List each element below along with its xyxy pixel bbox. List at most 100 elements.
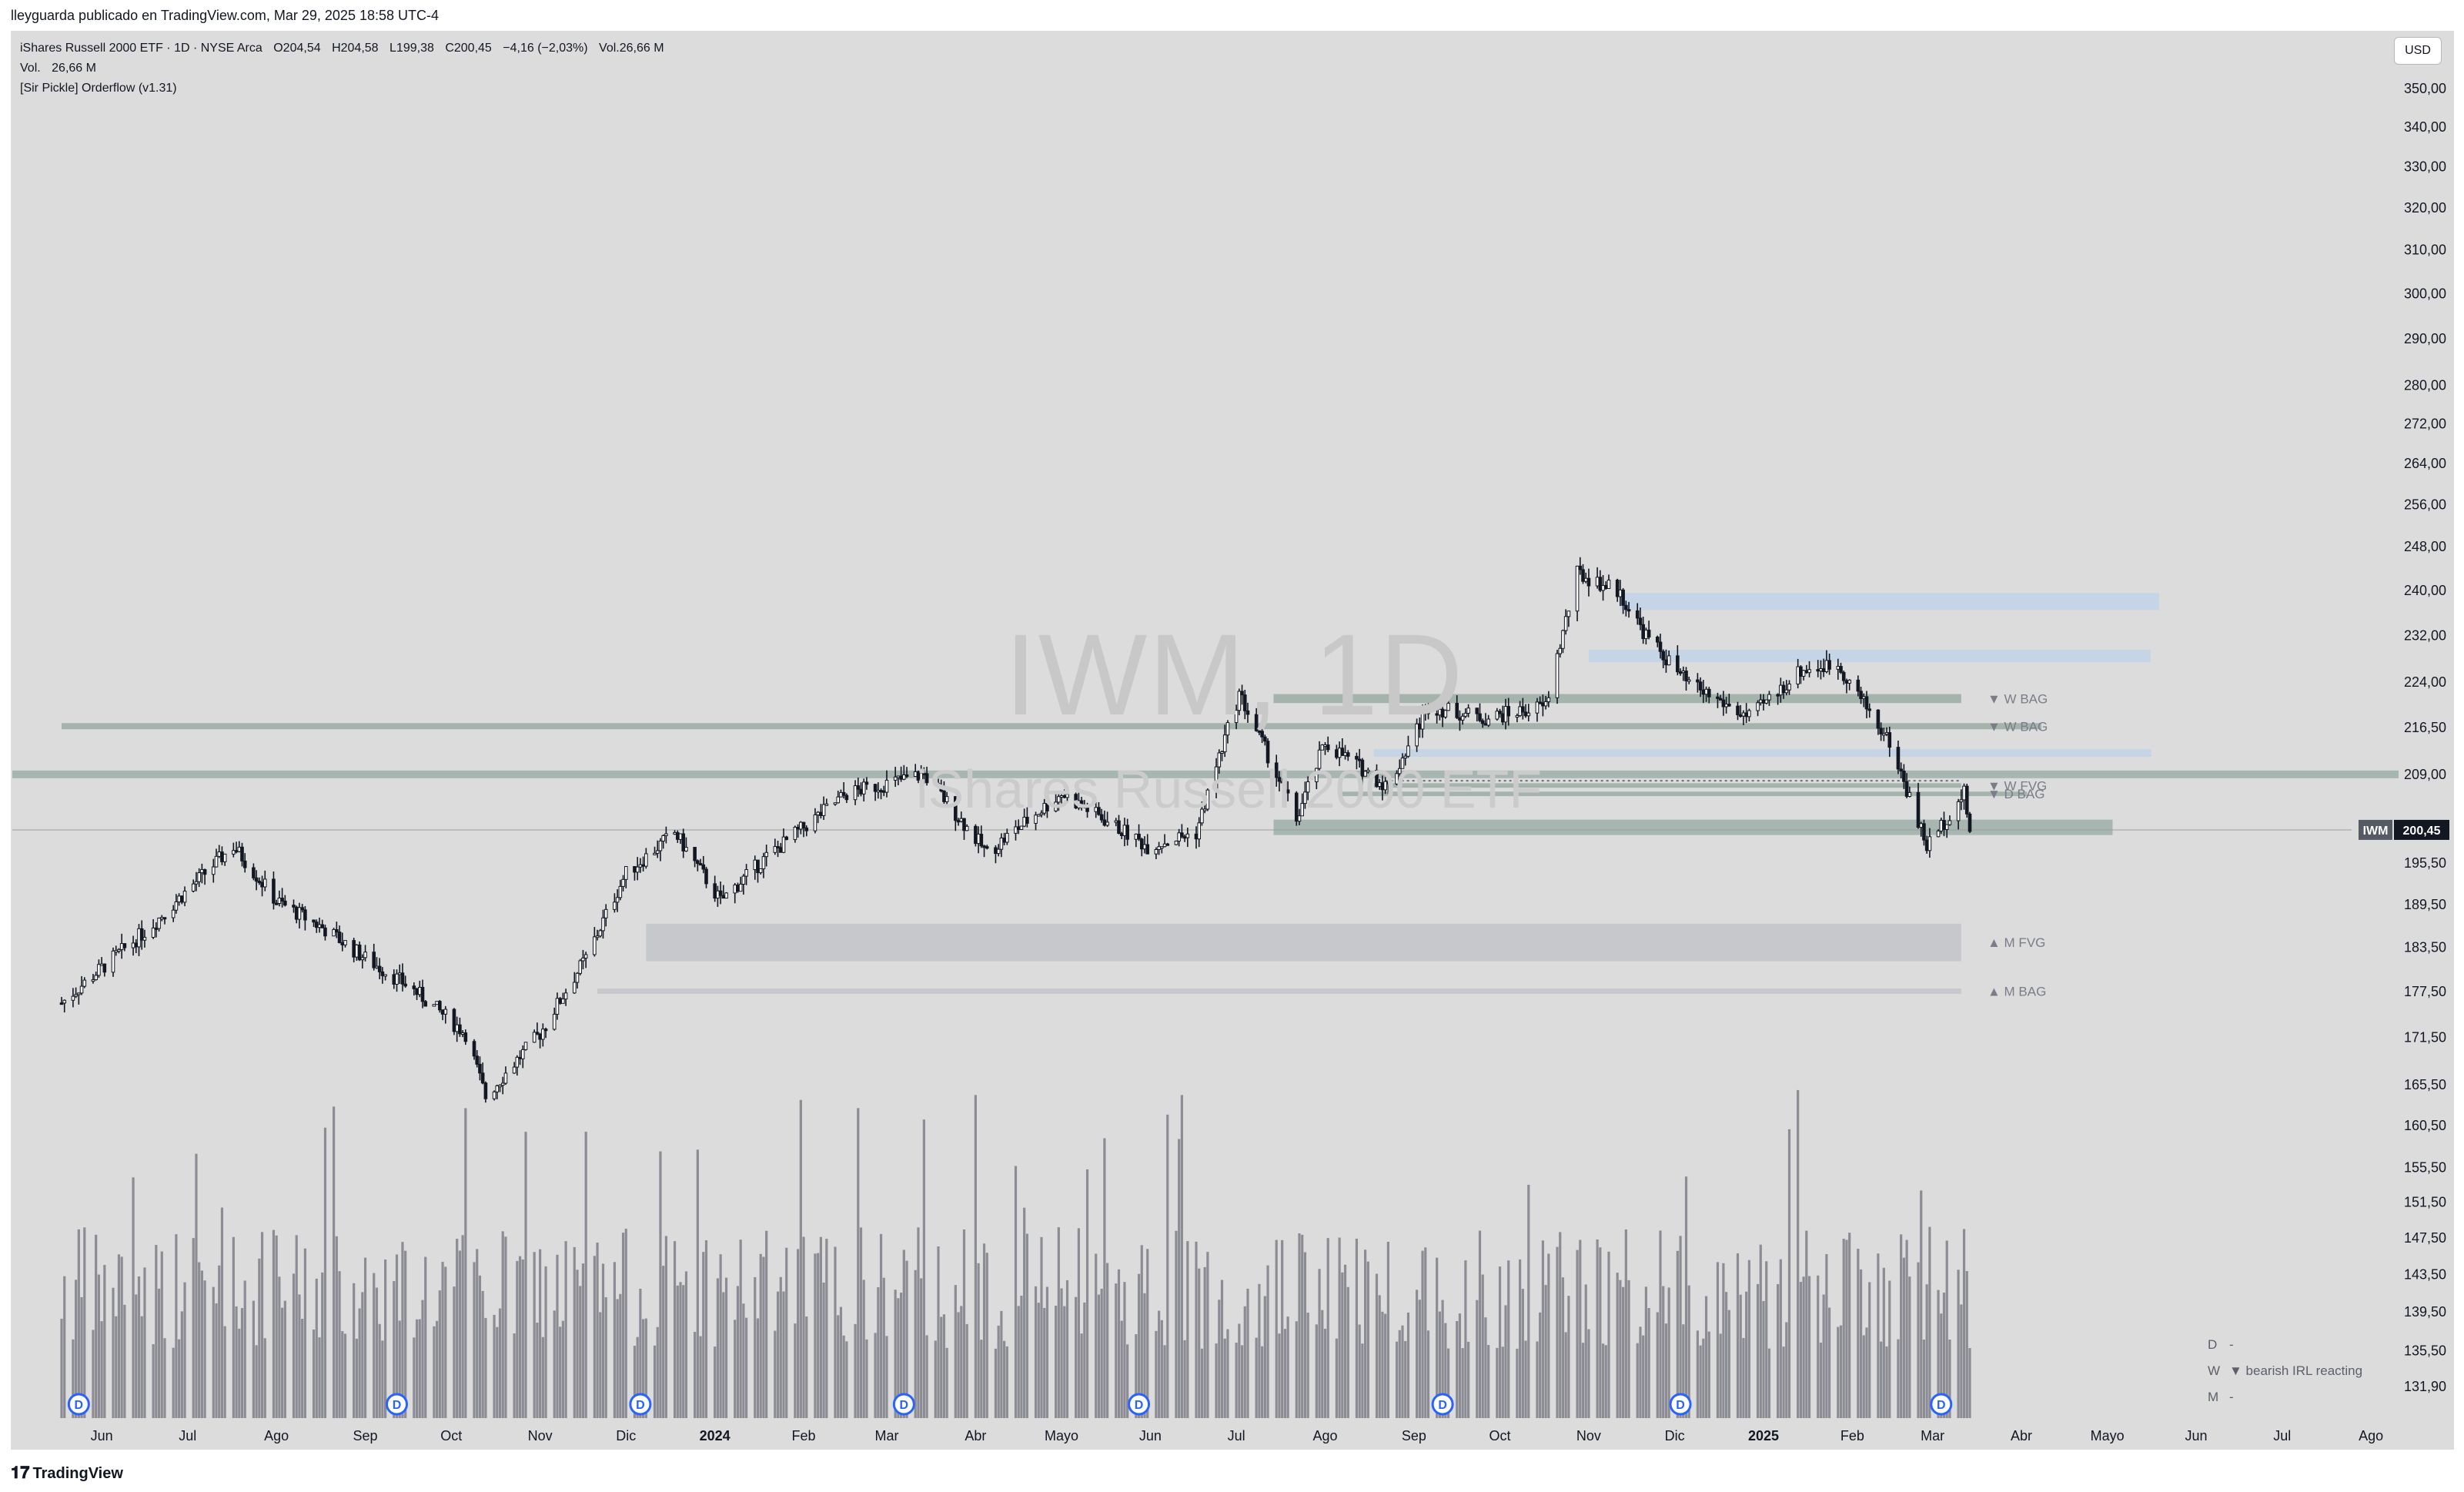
candle-body xyxy=(974,825,978,845)
volume-bar xyxy=(659,1151,662,1418)
legend-indicator[interactable]: [Sir Pickle] Orderflow (v1.31) xyxy=(20,82,177,95)
x-tick-label: Jul xyxy=(2273,1428,2291,1443)
candle-body xyxy=(796,826,800,830)
candle-body xyxy=(1821,668,1826,672)
volume-bar xyxy=(794,1323,797,1418)
candle-body xyxy=(1306,781,1310,793)
volume-bar xyxy=(1095,1253,1098,1418)
candle-body xyxy=(274,902,279,905)
volume-bar xyxy=(1902,1257,1905,1418)
volume-bar xyxy=(77,1229,80,1418)
volume-bar xyxy=(877,1287,880,1418)
candle-body xyxy=(1242,694,1247,711)
candle-body xyxy=(1603,584,1608,589)
volume-bar xyxy=(1676,1250,1679,1418)
candle-body xyxy=(1297,815,1302,822)
volume-bar xyxy=(1186,1241,1189,1418)
chart-area[interactable] xyxy=(11,31,2454,1450)
volume-bar xyxy=(1077,1228,1080,1418)
volume-bar xyxy=(779,1276,782,1418)
candle-body xyxy=(864,781,869,785)
candle-body xyxy=(543,1029,548,1032)
candle-body xyxy=(733,885,737,894)
y-tick-label: 280,00 xyxy=(2404,378,2446,393)
watermark-name: iShares Russell 2000 ETF xyxy=(916,759,1543,819)
volume-bar xyxy=(1025,1233,1028,1418)
candle-body xyxy=(693,847,697,861)
volume-bar xyxy=(498,1308,502,1418)
dividend-marker-icon xyxy=(892,1393,915,1416)
x-tick-label: Abr xyxy=(965,1428,986,1443)
candle-body xyxy=(824,803,829,806)
candle-body xyxy=(615,897,620,903)
zone-band xyxy=(646,923,1961,962)
volume-bar xyxy=(75,1280,78,1418)
candle-body xyxy=(598,930,603,937)
candle-body xyxy=(260,881,264,888)
volume-bar xyxy=(1564,1332,1567,1418)
zone-label: ▲ M BAG xyxy=(1988,985,2046,999)
volume-bar xyxy=(212,1286,215,1418)
candle-body xyxy=(1220,751,1224,754)
footer-brand[interactable]: 𝟏𝟕 TradingView xyxy=(11,1463,123,1483)
candle-body xyxy=(1716,696,1720,699)
volume-bar xyxy=(879,1233,883,1418)
candle-body xyxy=(1326,744,1330,751)
volume-bar xyxy=(616,1299,619,1418)
candle-body xyxy=(538,1033,542,1040)
candle-body xyxy=(1566,611,1571,617)
candle-body xyxy=(1383,781,1387,791)
candle-body xyxy=(638,864,643,868)
volume-bar xyxy=(1647,1308,1650,1418)
candle-body xyxy=(1157,846,1161,850)
candle-body xyxy=(1360,759,1365,777)
volume-bar xyxy=(1725,1292,1728,1418)
y-tick-label: 264,00 xyxy=(2404,456,2446,471)
volume-bar xyxy=(1175,1230,1178,1418)
volume-bar xyxy=(252,1300,255,1418)
footer-brand-text: TradingView xyxy=(32,1465,123,1482)
dividend-marker-icon xyxy=(1431,1393,1454,1416)
candle-body xyxy=(131,942,135,948)
currency-button[interactable]: USD xyxy=(2394,37,2442,65)
volume-bar xyxy=(1787,1129,1791,1418)
candle-body xyxy=(1884,732,1889,735)
volume-bar xyxy=(1438,1311,1441,1418)
volume-bar xyxy=(664,1236,667,1418)
volume-bar xyxy=(421,1300,424,1418)
candle-body xyxy=(1363,771,1367,777)
volume-bar xyxy=(653,1345,657,1418)
volume-bar xyxy=(1559,1232,1562,1418)
candle-body xyxy=(1944,824,1949,830)
x-tick-label: Mayo xyxy=(2091,1428,2125,1443)
candle-body xyxy=(1598,577,1603,591)
candle-body xyxy=(1446,702,1450,711)
volume-bar xyxy=(1547,1253,1550,1418)
candle-body xyxy=(139,928,144,941)
volume-bar xyxy=(353,1283,356,1418)
volume-bar xyxy=(1055,1305,1058,1418)
volume-bar xyxy=(1123,1282,1126,1418)
volume-bar xyxy=(1160,1320,1163,1418)
volume-bar xyxy=(1536,1341,1539,1418)
candle-body xyxy=(1154,848,1158,855)
candle-body xyxy=(721,895,726,899)
volume-bar xyxy=(785,1247,788,1418)
zone-label: ▼ D BAG xyxy=(1988,787,2044,801)
candle-body xyxy=(314,922,319,928)
volume-bar xyxy=(355,1338,358,1418)
legend-vol: Vol. 26,66 M xyxy=(20,62,104,75)
candle-body xyxy=(899,775,903,780)
candle-body xyxy=(323,927,327,937)
volume-bar xyxy=(1696,1330,1699,1418)
volume-bar xyxy=(375,1287,379,1418)
candle-body xyxy=(1180,832,1184,838)
candle-body xyxy=(99,963,104,966)
volume-bar xyxy=(822,1282,825,1418)
candle-body xyxy=(303,909,307,921)
candle-body xyxy=(575,972,580,983)
status-row-w: W ▼ bearish IRL reacting xyxy=(2208,1358,2362,1384)
volume-bar xyxy=(303,1248,306,1418)
volume-bar xyxy=(218,1265,221,1418)
